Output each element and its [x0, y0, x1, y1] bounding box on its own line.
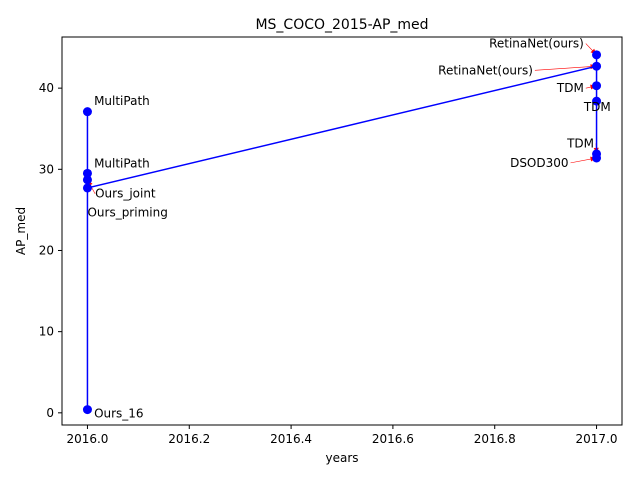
x-axis-ticks: 2016.0 2016.2 2016.4 2016.6 2016.8 2017.0 — [66, 425, 618, 446]
y-tick-label: 0 — [46, 406, 54, 420]
annotation-label: Ours_joint — [95, 187, 156, 201]
x-tick-label: 2016.0 — [66, 432, 108, 446]
annotation-label: TDM — [556, 81, 584, 95]
data-point — [592, 61, 602, 71]
data-point — [592, 81, 602, 91]
y-tick-label: 20 — [39, 243, 54, 257]
x-axis-label: years — [325, 451, 358, 465]
annotation-label: MultiPath — [94, 157, 150, 171]
data-point — [592, 96, 602, 106]
y-axis-ticks: 0 10 20 30 40 — [39, 81, 62, 420]
x-tick-label: 2016.4 — [270, 432, 312, 446]
annotation-arrow — [534, 65, 597, 71]
data-point — [82, 168, 92, 178]
x-tick-label: 2016.8 — [474, 432, 516, 446]
x-tick-label: 2017.0 — [576, 432, 618, 446]
data-point — [82, 405, 92, 415]
annotation-label: DSOD300 — [510, 156, 568, 170]
data-point — [592, 50, 602, 60]
data-point — [592, 153, 602, 163]
plot-area-frame — [61, 36, 623, 426]
data-point — [82, 183, 92, 193]
y-tick-label: 10 — [39, 325, 54, 339]
annotation-label: MultiPath — [94, 94, 150, 108]
annotation-label: RetinaNet(ours) — [438, 63, 533, 77]
annotation-label: TDM — [583, 100, 611, 114]
data-point — [82, 175, 92, 185]
annotation-labels: Ours_16 MultiPath MultiPath Ours_joint Ours_… — [87, 37, 610, 421]
annotation-label: RetinaNet(ours) — [489, 37, 584, 51]
annotation-label: Ours_16 — [94, 407, 144, 421]
y-tick-label: 40 — [39, 81, 54, 95]
series-line — [86, 54, 598, 410]
x-tick-label: 2016.6 — [372, 432, 414, 446]
data-point — [82, 107, 92, 117]
y-tick-label: 30 — [39, 162, 54, 176]
chart-title: MS_COCO_2015-AP_med — [255, 17, 428, 33]
x-tick-label: 2016.2 — [168, 432, 210, 446]
data-markers — [82, 50, 602, 415]
annotation-label: Ours_priming — [87, 205, 167, 219]
annotation-label: TDM — [566, 136, 594, 150]
data-line-group — [86, 54, 598, 410]
y-axis-label: AP_med — [14, 207, 28, 255]
